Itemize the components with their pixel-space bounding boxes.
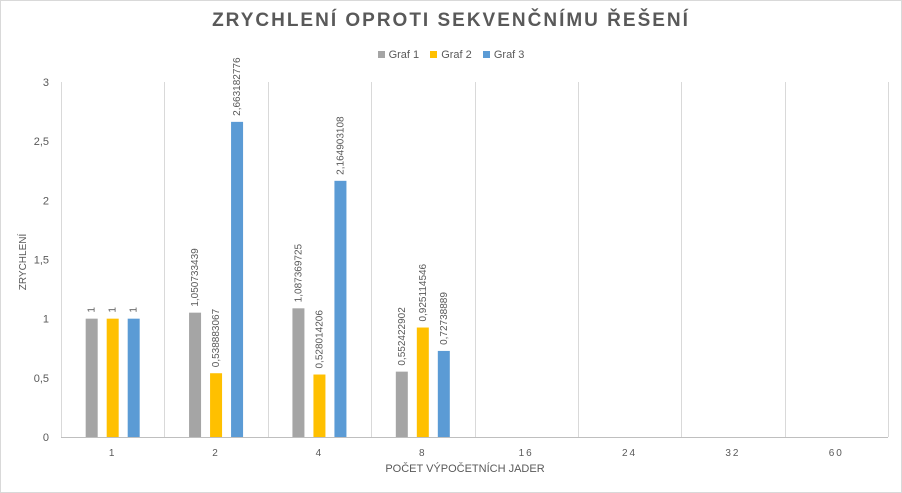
data-label: 2,164903108: [335, 116, 346, 175]
bar-graf-2: [313, 374, 326, 437]
x-axis-title: POČET VÝPOČETNÍCH JADER: [385, 462, 544, 475]
legend-item-graf-3: Graf 3: [482, 49, 525, 61]
data-label: 1: [87, 307, 98, 313]
data-label: 0,528014206: [314, 310, 325, 369]
legend-swatch-graf-1: [377, 51, 385, 58]
y-tick-label: 1,5: [34, 255, 49, 267]
bar-graf-1: [292, 308, 305, 437]
x-tick-label: 60: [829, 448, 844, 459]
bar-graf-3: [231, 121, 244, 438]
data-label: 0,538883067: [211, 308, 222, 367]
x-tick-label: 32: [725, 448, 740, 459]
bar-graf-2: [106, 318, 119, 437]
chart-legend: Graf 1 Graf 2 Graf 3: [0, 49, 902, 61]
bar-graf-2: [416, 327, 429, 437]
data-label: 1,087369725: [293, 243, 304, 302]
y-axis-title: ZRYCHLENÍ: [16, 234, 29, 291]
data-label: 0,552422902: [397, 307, 408, 366]
y-tick-label: 1: [43, 314, 49, 326]
data-label: 2,663182776: [232, 57, 243, 116]
x-tick-label: 16: [519, 448, 534, 459]
bar-graf-3: [334, 180, 347, 437]
chart-title: ZRYCHLENÍ OPROTI SEKVENČNÍMU ŘEŠENÍ: [212, 10, 690, 31]
x-tick-label: 2: [212, 448, 220, 459]
y-tick-label: 3: [43, 77, 49, 89]
legend-item-graf-2: Graf 2: [430, 49, 472, 61]
data-label: 1: [108, 307, 119, 313]
legend-swatch-graf-2: [430, 51, 438, 58]
y-tick-label: 0,5: [34, 373, 49, 385]
bar-graf-3: [437, 350, 450, 437]
data-label: 0,72738889: [439, 292, 450, 345]
x-tick-label: 4: [316, 448, 324, 459]
bar-graf-1: [189, 312, 202, 437]
x-tick-label: 1: [109, 448, 117, 459]
x-tick-label: 24: [622, 448, 637, 459]
bar-graf-3: [127, 318, 140, 437]
y-tick-label: 2,5: [34, 136, 49, 148]
bar-graf-1: [85, 318, 98, 437]
y-tick-label: 2: [43, 195, 49, 207]
legend-label-graf-3: Graf 3: [493, 49, 525, 61]
y-tick-label: 0: [43, 432, 49, 444]
data-label: 0,925114546: [418, 263, 429, 321]
bar-graf-2: [210, 373, 223, 437]
legend-label-graf-2: Graf 2: [441, 49, 472, 61]
bar-graf-1: [395, 371, 408, 437]
data-label: 1: [129, 307, 140, 313]
data-label: 1,050733439: [190, 248, 201, 307]
x-tick-label: 8: [419, 448, 427, 459]
legend-swatch-graf-3: [482, 51, 490, 58]
legend-item-graf-1: Graf 1: [377, 49, 420, 61]
legend-label-graf-1: Graf 1: [388, 49, 420, 61]
